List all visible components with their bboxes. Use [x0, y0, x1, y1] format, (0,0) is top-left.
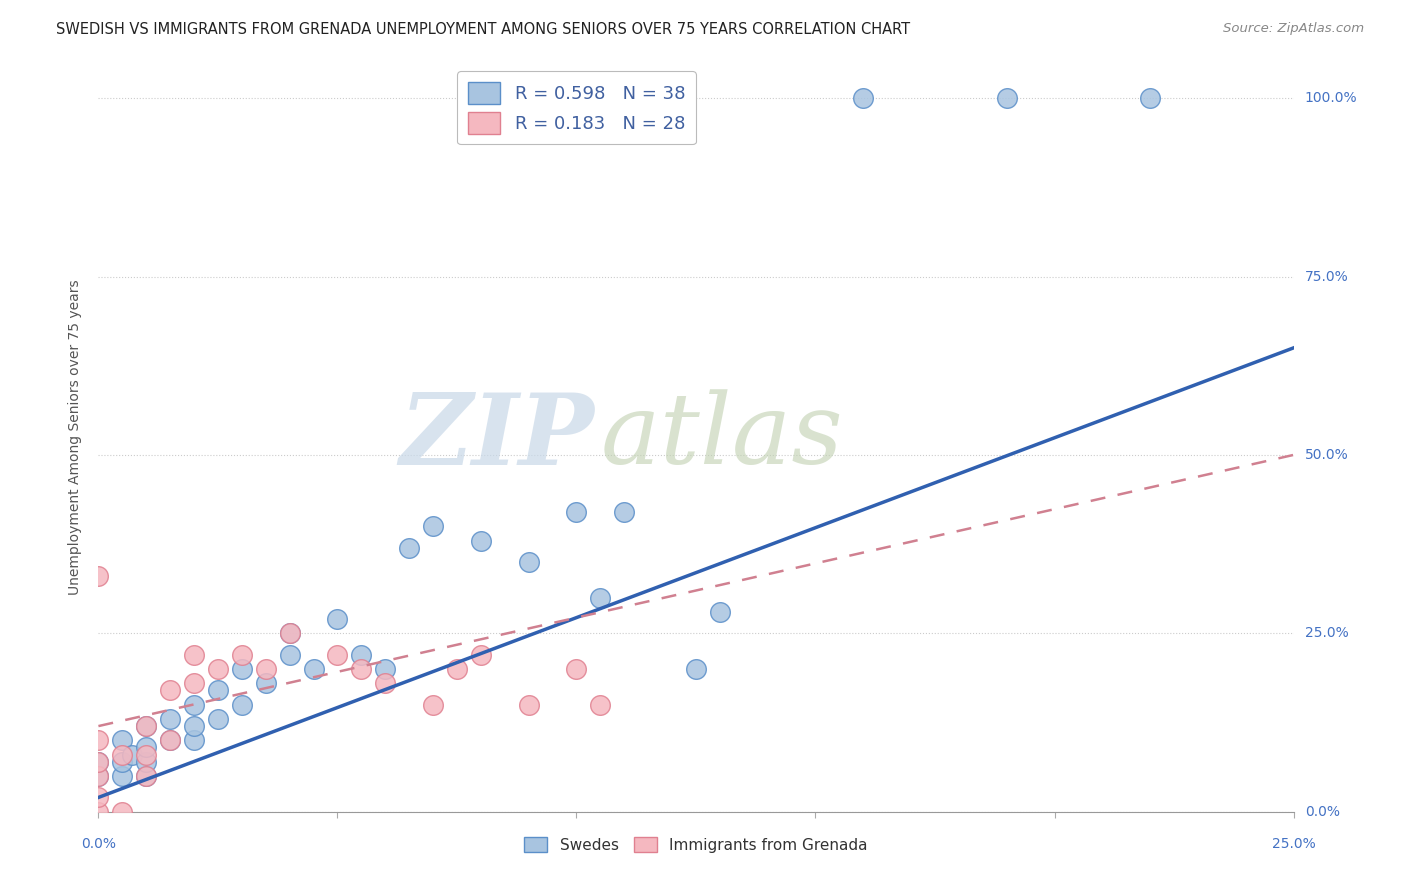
Point [565, 662, 588, 676]
Point [278, 626, 301, 640]
Point [111, 747, 134, 762]
Point [87, 569, 110, 583]
Point [254, 662, 277, 676]
Point [565, 505, 588, 519]
Point [589, 591, 612, 605]
Text: 0.0%: 0.0% [1305, 805, 1340, 819]
Point [183, 719, 205, 733]
Text: atlas: atlas [600, 390, 844, 484]
Text: ZIP: ZIP [399, 389, 595, 485]
Point [87, 805, 110, 819]
Point [446, 662, 468, 676]
Point [135, 719, 157, 733]
Point [374, 676, 396, 690]
Text: 75.0%: 75.0% [1305, 269, 1348, 284]
Point [135, 740, 157, 755]
Y-axis label: Unemployment Among Seniors over 75 years: Unemployment Among Seniors over 75 years [69, 279, 83, 595]
Point [207, 712, 229, 726]
Point [159, 733, 181, 747]
Point [135, 769, 157, 783]
Point [87, 755, 110, 769]
Point [1139, 91, 1161, 105]
Point [111, 733, 134, 747]
Point [278, 648, 301, 662]
Point [183, 648, 205, 662]
Point [326, 648, 349, 662]
Point [613, 505, 636, 519]
Point [589, 698, 612, 712]
Point [87, 755, 110, 769]
Point [231, 648, 253, 662]
Point [517, 555, 540, 569]
Text: SWEDISH VS IMMIGRANTS FROM GRENADA UNEMPLOYMENT AMONG SENIORS OVER 75 YEARS CORR: SWEDISH VS IMMIGRANTS FROM GRENADA UNEMP… [56, 22, 910, 37]
Point [159, 733, 181, 747]
Point [350, 662, 373, 676]
Point [159, 712, 181, 726]
Point [183, 733, 205, 747]
Point [470, 648, 492, 662]
Point [254, 676, 277, 690]
Text: 25.0%: 25.0% [1305, 626, 1348, 640]
Point [231, 698, 253, 712]
Point [87, 790, 110, 805]
Point [422, 519, 444, 533]
Point [709, 605, 731, 619]
Point [685, 662, 707, 676]
Point [135, 719, 157, 733]
Text: 50.0%: 50.0% [1305, 448, 1348, 462]
Point [87, 769, 110, 783]
Text: 0.0%: 0.0% [82, 837, 115, 851]
Point [995, 91, 1018, 105]
Point [111, 769, 134, 783]
Point [374, 662, 396, 676]
Point [231, 662, 253, 676]
Legend: Swedes, Immigrants from Grenada: Swedes, Immigrants from Grenada [517, 829, 875, 860]
Point [852, 91, 875, 105]
Text: 100.0%: 100.0% [1305, 91, 1357, 105]
Point [135, 747, 157, 762]
Point [87, 733, 110, 747]
Point [350, 648, 373, 662]
Point [111, 755, 134, 769]
Point [398, 541, 420, 555]
Point [326, 612, 349, 626]
Text: Source: ZipAtlas.com: Source: ZipAtlas.com [1223, 22, 1364, 36]
Point [135, 769, 157, 783]
Point [302, 662, 325, 676]
Point [278, 626, 301, 640]
Point [159, 683, 181, 698]
Point [183, 676, 205, 690]
Point [470, 533, 492, 548]
Text: 25.0%: 25.0% [1271, 837, 1316, 851]
Point [111, 805, 134, 819]
Point [183, 698, 205, 712]
Point [87, 769, 110, 783]
Point [121, 747, 143, 762]
Point [207, 662, 229, 676]
Point [422, 698, 444, 712]
Point [517, 698, 540, 712]
Point [207, 683, 229, 698]
Point [135, 755, 157, 769]
